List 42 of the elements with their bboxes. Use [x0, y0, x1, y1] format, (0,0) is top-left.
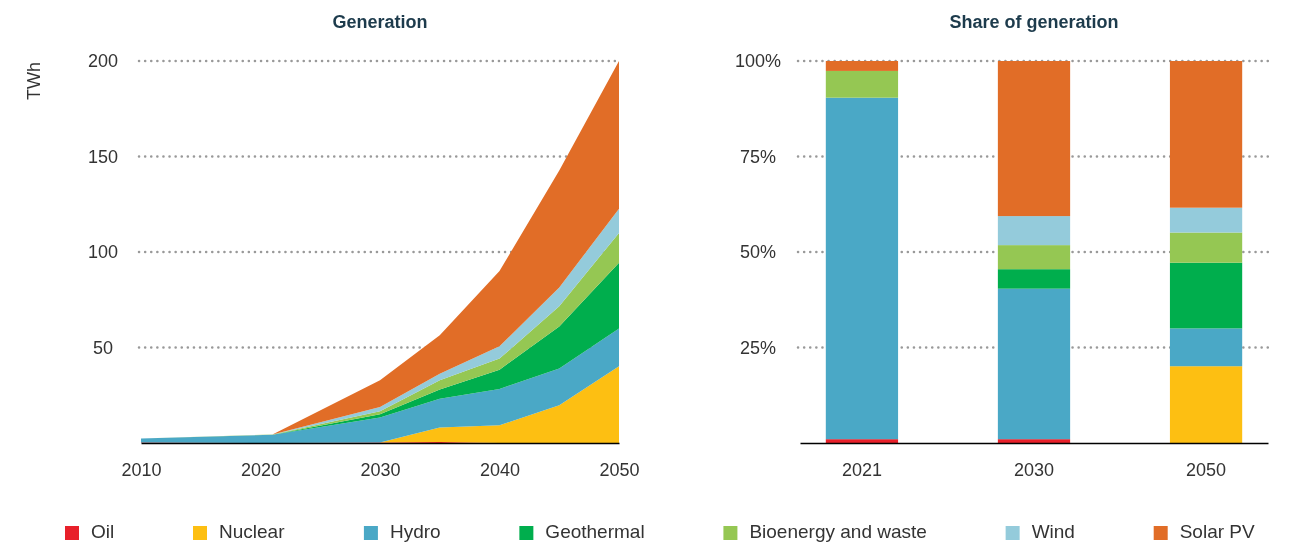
legend-label: Hydro [389, 521, 441, 542]
bar [1169, 232, 1243, 263]
bar [997, 269, 1071, 289]
bar [1169, 366, 1243, 443]
chart-title: Share of generation [949, 12, 1119, 32]
bar [997, 245, 1071, 270]
bar [825, 97, 899, 440]
bar [1169, 262, 1243, 329]
x-tick-label: 2040 [479, 459, 521, 480]
bar [1169, 207, 1243, 233]
chart-title: Generation [332, 12, 428, 32]
bar [997, 216, 1071, 246]
legend-label: Nuclear [219, 521, 286, 542]
bar [825, 70, 899, 98]
x-tick-label: 2021 [841, 459, 882, 480]
x-tick-label: 2010 [121, 459, 162, 480]
bar [997, 288, 1071, 440]
y-tick-label: 100 [87, 242, 119, 263]
y-tick-label: 150 [87, 146, 119, 167]
bar [1169, 328, 1243, 367]
legend-label: Solar PV [1179, 521, 1255, 542]
y-tick-label: 75% [739, 146, 777, 167]
bar [1169, 61, 1243, 208]
bar [825, 61, 899, 71]
x-tick-label: 2030 [360, 459, 401, 480]
bar [997, 439, 1071, 443]
x-tick-label: 2050 [1186, 459, 1227, 480]
x-tick-label: 2030 [1013, 459, 1055, 480]
bar [997, 61, 1071, 217]
y-tick-label: 200 [87, 51, 119, 72]
y-tick-label: 50 [92, 337, 114, 358]
x-tick-label: 2020 [240, 459, 282, 480]
x-tick-label: 2050 [599, 459, 640, 480]
legend-label: Geothermal [545, 521, 645, 542]
legend-label: Wind [1031, 521, 1075, 542]
legend-label: Oil [91, 521, 115, 542]
y-tick-label: 25% [739, 337, 777, 358]
bar [825, 439, 899, 443]
y-tick-label: 50% [739, 242, 777, 263]
y-tick-label: 100% [734, 51, 782, 72]
legend-label: Bioenergy and waste [749, 521, 927, 542]
y-axis-title: TWh [24, 62, 44, 100]
